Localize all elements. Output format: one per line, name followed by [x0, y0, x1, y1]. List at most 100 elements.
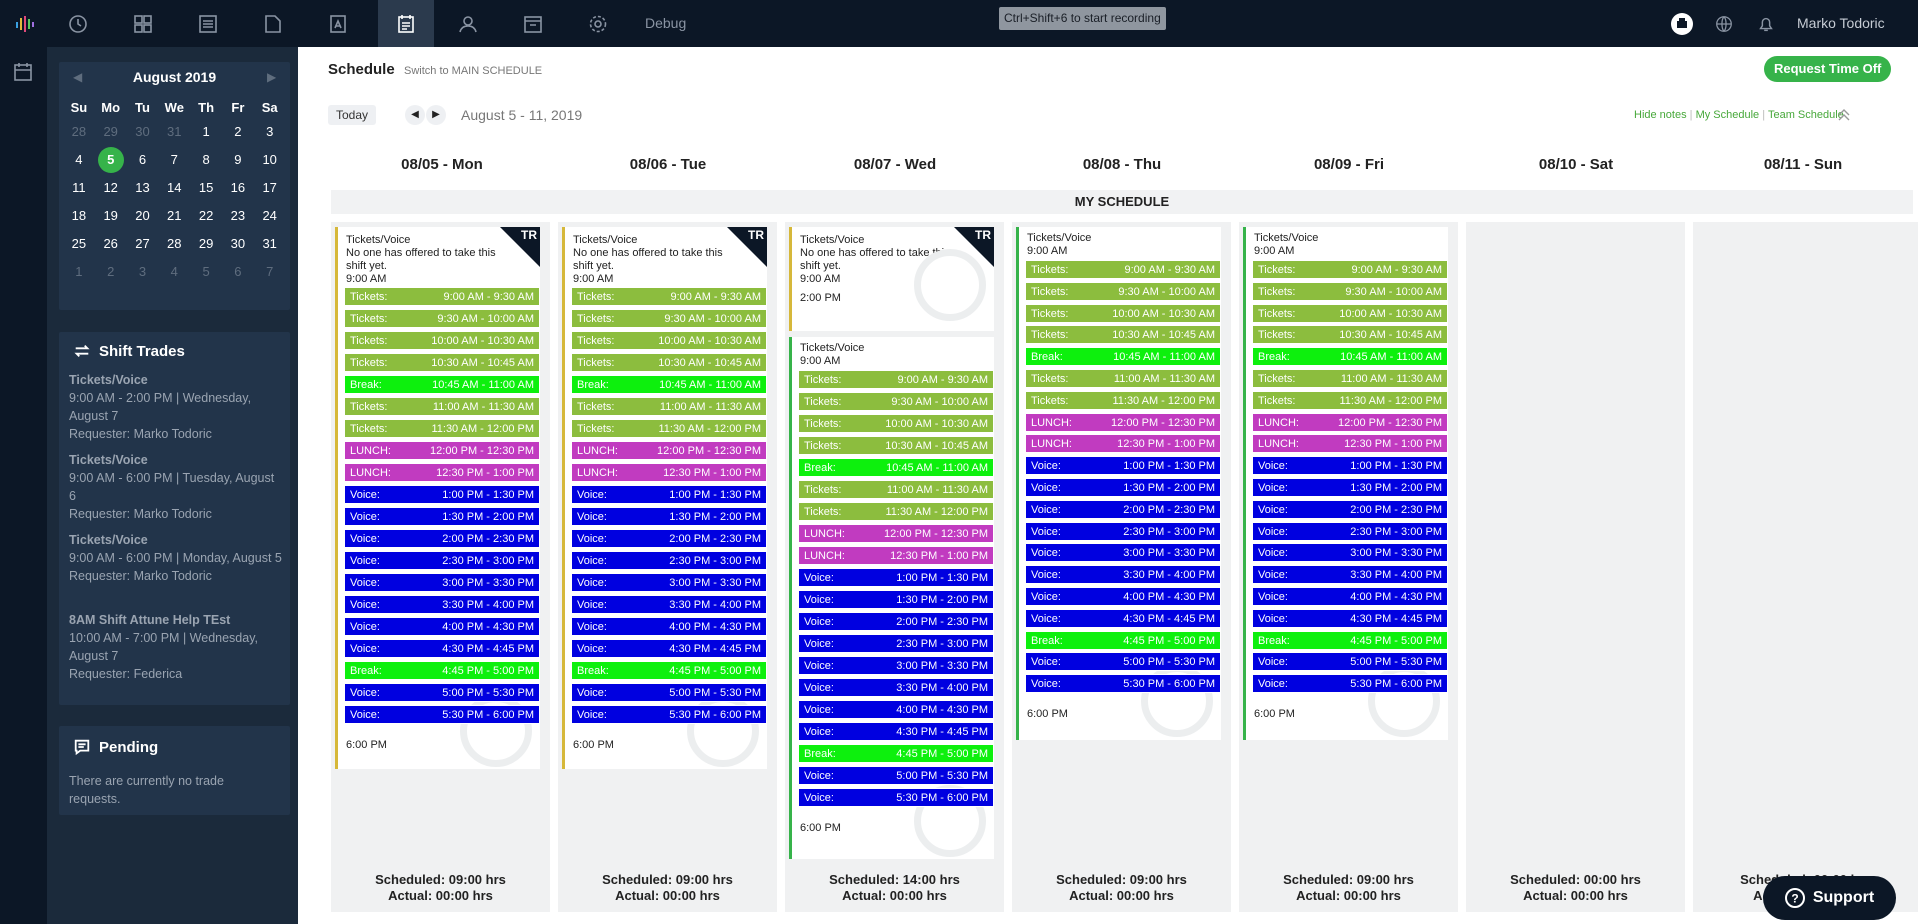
calendar-day[interactable]: 21 [167, 208, 182, 223]
calendar-icon[interactable] [12, 61, 34, 88]
shift-segment[interactable]: Voice: 3:00 PM - 3:30 PM [344, 573, 540, 592]
shift-segment[interactable]: Voice: 2:30 PM - 3:00 PM [344, 551, 540, 570]
shift-segment[interactable]: Tickets: 9:00 AM - 9:30 AM [344, 287, 540, 306]
calendar-day[interactable]: 13 [135, 180, 150, 195]
shift-segment[interactable]: Tickets: 10:00 AM - 10:30 AM [344, 331, 540, 350]
shift-segment[interactable]: Break: 4:45 PM - 5:00 PM [344, 661, 540, 680]
shift-segment[interactable]: Voice: 4:00 PM - 4:30 PM [1025, 587, 1221, 606]
shift-segment[interactable]: Tickets: 10:30 AM - 10:45 AM [798, 436, 994, 455]
shift-segment[interactable]: Tickets: 9:30 AM - 10:00 AM [1252, 281, 1448, 301]
shift-segment[interactable]: Tickets: 10:30 AM - 10:45 AM [571, 353, 767, 372]
shift-card[interactable]: TR Tickets/Voice No one has offered to t… [562, 227, 767, 769]
calendar-day[interactable]: 2 [234, 124, 242, 139]
shift-segment[interactable]: Tickets: 11:30 AM - 12:00 PM [798, 502, 994, 521]
calendar-day[interactable]: 22 [198, 208, 214, 223]
schedule-icon[interactable] [378, 0, 434, 47]
shift-segment[interactable]: Tickets: 11:30 AM - 12:00 PM [571, 419, 767, 438]
shift-segment[interactable]: Tickets: 10:00 AM - 10:30 AM [571, 331, 767, 350]
app-logo-icon[interactable] [0, 0, 50, 47]
calendar-day[interactable]: 7 [266, 264, 274, 279]
calendar-day[interactable]: 10 [262, 152, 277, 167]
shift-segment[interactable]: Voice: 1:00 PM - 1:30 PM [1025, 456, 1221, 476]
day-column[interactable]: Tickets/Voice 9:00 AM Tickets: 9:00 AM -… [1012, 222, 1231, 912]
shift-segment[interactable]: Voice: 2:00 PM - 2:30 PM [1025, 499, 1221, 519]
request-time-off-button[interactable]: Request Time Off [1764, 56, 1892, 82]
shift-segment[interactable]: Voice: 5:30 PM - 6:00 PM [571, 705, 767, 724]
shift-segment[interactable]: Voice: 3:30 PM - 4:00 PM [1252, 565, 1448, 585]
settings-icon[interactable] [573, 0, 623, 47]
calendar-day[interactable]: 12 [103, 180, 118, 195]
shift-card[interactable]: Tickets/Voice 9:00 AM Tickets: 9:00 AM -… [789, 337, 994, 859]
calendar-day[interactable]: 14 [167, 180, 182, 195]
shift-segment[interactable]: Tickets: 11:00 AM - 11:30 AM [1252, 369, 1448, 388]
calendar-day[interactable]: 28 [71, 124, 87, 139]
calendar-day[interactable]: 26 [103, 236, 118, 251]
calendar-day[interactable]: 23 [230, 208, 246, 223]
shift-segment[interactable]: Voice: 4:00 PM - 4:30 PM [571, 617, 767, 636]
shift-segment[interactable]: LUNCH: 12:00 PM - 12:30 PM [571, 441, 767, 460]
shift-segment[interactable]: Voice: 4:30 PM - 4:45 PM [571, 639, 767, 658]
shift-segment[interactable]: Voice: 4:30 PM - 4:45 PM [344, 639, 540, 658]
shift-segment[interactable]: Voice: 1:30 PM - 2:00 PM [1025, 478, 1221, 497]
shift-card[interactable]: Tickets/Voice 9:00 AM Tickets: 9:00 AM -… [1243, 227, 1448, 740]
next-month-icon[interactable]: ▶ [267, 70, 277, 84]
users-icon[interactable] [443, 0, 493, 47]
calendar-day[interactable]: 11 [72, 180, 86, 195]
shift-segment[interactable]: Tickets: 9:00 AM - 9:30 AM [1252, 260, 1448, 279]
trade-item[interactable]: 8AM Shift Attune Help TEst 10:00 AM - 7:… [69, 611, 284, 683]
shift-segment[interactable]: Voice: 4:30 PM - 4:45 PM [1252, 608, 1448, 628]
profile-card-icon[interactable] [313, 0, 363, 47]
calendar-day[interactable]: 17 [262, 180, 277, 195]
calendar-day[interactable]: 15 [198, 180, 214, 195]
shift-segment[interactable]: Voice: 3:30 PM - 4:00 PM [1025, 565, 1221, 585]
print-icon[interactable] [1670, 12, 1694, 36]
shift-segment[interactable]: Voice: 1:30 PM - 2:00 PM [344, 507, 540, 526]
shift-segment[interactable]: Voice: 5:30 PM - 6:00 PM [1252, 674, 1448, 694]
calendar-day[interactable]: 20 [135, 208, 150, 223]
shift-segment[interactable]: Break: 10:45 AM - 11:00 AM [344, 375, 540, 394]
debug-link[interactable]: Debug [645, 15, 687, 31]
shift-segment[interactable]: Voice: 1:00 PM - 1:30 PM [1252, 456, 1448, 476]
trade-item[interactable]: Tickets/Voice 9:00 AM - 2:00 PM | Wednes… [69, 371, 284, 443]
shift-card[interactable]: TR Tickets/Voice No one has offered to t… [335, 227, 540, 769]
calendar-day[interactable]: 30 [135, 124, 150, 139]
day-column[interactable]: TR Tickets/Voice No one has offered to t… [558, 222, 777, 912]
shift-segment[interactable]: Tickets: 10:30 AM - 10:45 AM [344, 353, 540, 372]
calendar-day[interactable]: 3 [138, 264, 147, 279]
calendar-day[interactable]: 1 [202, 124, 210, 139]
shift-segment[interactable]: LUNCH: 12:30 PM - 1:00 PM [344, 463, 540, 482]
calendar-day[interactable]: 2 [107, 264, 115, 279]
globe-icon[interactable] [1712, 12, 1736, 36]
shift-segment[interactable]: Tickets: 11:00 AM - 11:30 AM [1025, 369, 1221, 388]
shift-card-offered[interactable]: TR Tickets/Voice No one has offered to t… [789, 227, 994, 331]
prev-month-icon[interactable]: ◀ [73, 70, 83, 84]
shift-segment[interactable]: LUNCH: 12:00 PM - 12:30 PM [344, 441, 540, 460]
shift-segment[interactable]: Voice: 1:30 PM - 2:00 PM [571, 507, 767, 526]
shift-segment[interactable]: Voice: 5:00 PM - 5:30 PM [1252, 652, 1448, 672]
calendar-day[interactable]: 27 [135, 236, 150, 251]
collapse-icon[interactable] [1836, 107, 1852, 128]
shift-segment[interactable]: Tickets: 11:30 AM - 12:00 PM [1025, 390, 1221, 410]
calendar-day[interactable]: 1 [75, 264, 83, 279]
shift-card[interactable]: Tickets/Voice 9:00 AM Tickets: 9:00 AM -… [1016, 227, 1221, 740]
switch-schedule-link[interactable]: Switch to MAIN SCHEDULE [404, 65, 543, 77]
shift-segment[interactable]: Voice: 5:00 PM - 5:30 PM [798, 766, 994, 785]
shift-segment[interactable]: LUNCH: 12:30 PM - 1:00 PM [571, 463, 767, 482]
shift-segment[interactable]: Voice: 1:00 PM - 1:30 PM [344, 485, 540, 504]
shift-segment[interactable]: Voice: 2:30 PM - 3:00 PM [798, 634, 994, 653]
shift-segment[interactable]: Tickets: 10:30 AM - 10:45 AM [1025, 325, 1221, 345]
shift-segment[interactable]: Break: 10:45 AM - 11:00 AM [571, 375, 767, 394]
shift-segment[interactable]: Break: 4:45 PM - 5:00 PM [798, 744, 994, 763]
day-column[interactable]: TR Tickets/Voice No one has offered to t… [331, 222, 550, 912]
calendar-day[interactable]: 28 [167, 236, 182, 251]
shift-segment[interactable]: LUNCH: 12:30 PM - 1:00 PM [1252, 434, 1448, 454]
calendar-day[interactable]: 7 [170, 152, 178, 167]
shift-segment[interactable]: Voice: 2:00 PM - 2:30 PM [344, 529, 540, 548]
shift-segment[interactable]: Voice: 2:00 PM - 2:30 PM [1252, 499, 1448, 519]
shift-segment[interactable]: Tickets: 11:00 AM - 11:30 AM [571, 397, 767, 416]
day-column[interactable]: Scheduled: 00:00 hrs Actual: 00:00 hrs [1693, 222, 1918, 912]
support-button[interactable]: ? Support [1763, 876, 1896, 920]
calendar-day[interactable]: 24 [262, 208, 277, 223]
shift-segment[interactable]: Voice: 5:30 PM - 6:00 PM [1025, 674, 1221, 694]
shift-segment[interactable]: Voice: 5:30 PM - 6:00 PM [344, 705, 540, 724]
